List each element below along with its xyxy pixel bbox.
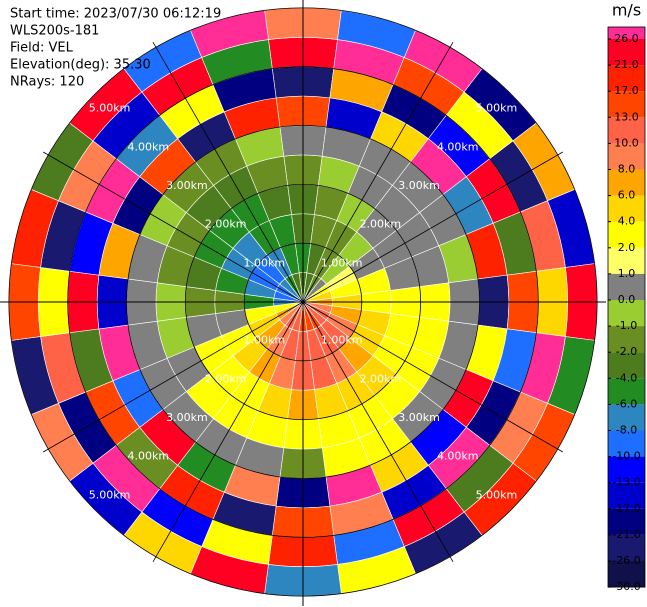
range-ring (8, 7, 598, 597)
spoke (302, 41, 454, 303)
colorbar-label: -8.0 (616, 424, 637, 437)
colorbar-label: -26.0 (612, 554, 640, 567)
colorbar-swatch (608, 27, 645, 39)
spoke (42, 301, 304, 453)
colorbar-swatch (608, 247, 645, 274)
colorbar-label: 1.0 (618, 267, 636, 280)
colorbar-swatch (608, 169, 645, 196)
colorbar-swatch (608, 352, 645, 379)
range-label: 5.00km (476, 488, 518, 501)
colorbar-label: 0.0 (618, 293, 636, 306)
colorbar-swatch (608, 300, 645, 327)
spoke (302, 301, 564, 453)
range-label: 2.00km (205, 372, 247, 385)
colorbar-swatch (608, 561, 645, 588)
colorbar-swatch (608, 221, 645, 248)
colorbar-swatch (608, 65, 645, 92)
colorbar-swatch (608, 456, 645, 483)
range-label: 3.00km (398, 179, 440, 192)
info-line: Elevation(deg): 35.30 (10, 58, 151, 73)
range-label: 2.00km (205, 218, 247, 231)
range-label: 2.00km (360, 372, 402, 385)
colorbar-swatch (608, 326, 645, 353)
info-line: Field: VEL (10, 41, 74, 56)
range-label: 5.00km (89, 488, 131, 501)
spoke (152, 301, 304, 563)
range-label: 1.00km (321, 334, 363, 347)
range-label: 3.00km (166, 411, 208, 424)
colorbar: m/s 26.0 21.0 17.0 13.0 10.0 8.0 6.0 4.0 2.0 1.0 0.… (607, 1, 646, 593)
colorbar-swatch (608, 273, 645, 300)
colorbar-label: -2.0 (616, 345, 637, 358)
spoke (302, 301, 454, 563)
colorbar-swatch (608, 404, 645, 431)
spoke (302, 151, 564, 303)
colorbar-swatch (608, 195, 645, 222)
range-label: 4.00km (437, 140, 479, 153)
range-overlay: 1.00km 1.00km 1.00km 1.00km 2.00km 2.00km 2.00… (0, 0, 606, 606)
colorbar-label: 6.0 (618, 189, 636, 202)
range-label: 5.00km (89, 102, 131, 115)
colorbar-swatch (608, 508, 645, 535)
colorbar-label: -10.0 (612, 450, 640, 463)
info-line: Start time: 2023/07/30 06:12:19 (10, 7, 221, 22)
spoke (152, 41, 304, 303)
range-label: 1.00km (244, 256, 286, 269)
info-line: NRays: 120 (10, 75, 84, 90)
colorbar-label: -6.0 (616, 397, 637, 410)
colorbar-label: -1.0 (616, 319, 637, 332)
colorbar-label: -21.0 (612, 528, 640, 541)
spoke (42, 151, 304, 303)
colorbar-label: 21.0 (614, 58, 639, 71)
colorbar-label: 2.0 (618, 241, 636, 254)
colorbar-label: 10.0 (614, 136, 639, 149)
colorbar-title: m/s (612, 1, 641, 20)
colorbar-label: 8.0 (618, 163, 636, 176)
colorbar-swatch (608, 534, 645, 561)
colorbar-label: 17.0 (614, 84, 639, 97)
colorbar-label: 13.0 (614, 110, 639, 123)
info-block: Start time: 2023/07/30 06:12:19 WLS200s-1… (10, 7, 221, 90)
range-label: 3.00km (398, 411, 440, 424)
colorbar-swatch (608, 39, 645, 66)
range-label: 2.00km (360, 218, 402, 231)
colorbar-swatch (608, 378, 645, 405)
range-ring (243, 242, 363, 362)
colorbar-swatch (608, 482, 645, 509)
range-ring (67, 66, 539, 538)
colorbar-swatch (608, 430, 645, 457)
colorbar-swatch (608, 117, 645, 144)
colorbar-label: -13.0 (612, 476, 640, 489)
range-ring (126, 125, 480, 479)
range-label: 4.00km (127, 450, 169, 463)
range-label: 4.00km (437, 450, 479, 463)
info-line: WLS200s-181 (10, 24, 99, 39)
colorbar-label: -17.0 (612, 502, 640, 515)
range-label: 1.00km (321, 256, 363, 269)
colorbar-label: -4.0 (616, 371, 637, 384)
range-label: 1.00km (244, 334, 286, 347)
range-label: 4.00km (127, 140, 169, 153)
colorbar-swatch (608, 143, 645, 170)
colorbar-label: 4.0 (618, 215, 636, 228)
colorbar-frame (607, 26, 646, 588)
colorbar-label: -30.0 (612, 580, 640, 593)
range-label: 5.00km (476, 102, 518, 115)
colorbar-label: 26.0 (614, 32, 639, 45)
range-label: 3.00km (166, 179, 208, 192)
range-ring (184, 183, 422, 421)
colorbar-swatch (608, 91, 645, 118)
